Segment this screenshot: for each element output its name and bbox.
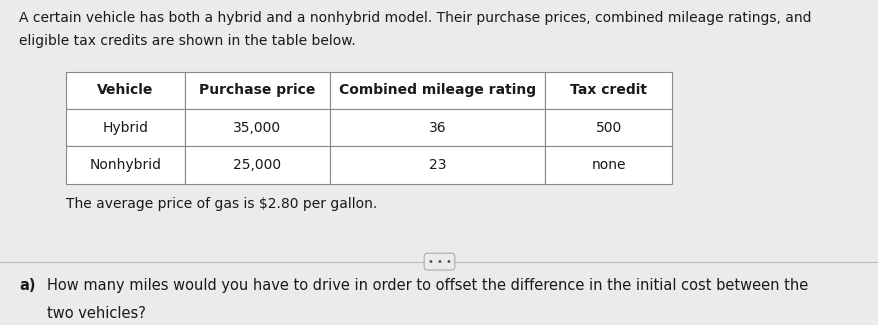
Text: eligible tax credits are shown in the table below.: eligible tax credits are shown in the ta… <box>19 34 356 48</box>
Bar <box>329 109 544 146</box>
Bar <box>544 109 672 146</box>
Text: a): a) <box>19 278 36 293</box>
Text: Combined mileage rating: Combined mileage rating <box>338 83 536 97</box>
Bar <box>66 146 184 184</box>
Bar <box>544 146 672 184</box>
Text: Tax credit: Tax credit <box>570 83 646 97</box>
Text: Purchase price: Purchase price <box>198 83 315 97</box>
Bar <box>329 72 544 109</box>
Bar <box>184 146 329 184</box>
Text: 35,000: 35,000 <box>233 121 281 135</box>
Text: How many miles would you have to drive in order to offset the difference in the : How many miles would you have to drive i… <box>47 278 808 293</box>
Bar <box>66 109 184 146</box>
Text: Nonhybrid: Nonhybrid <box>90 158 161 172</box>
Text: 36: 36 <box>428 121 446 135</box>
Text: Hybrid: Hybrid <box>102 121 148 135</box>
Bar <box>544 72 672 109</box>
Text: two vehicles?: two vehicles? <box>47 306 146 320</box>
Text: Vehicle: Vehicle <box>97 83 154 97</box>
Bar <box>329 146 544 184</box>
Text: 23: 23 <box>428 158 445 172</box>
Bar <box>184 72 329 109</box>
Text: The average price of gas is $2.80 per gallon.: The average price of gas is $2.80 per ga… <box>66 197 377 211</box>
Text: none: none <box>591 158 625 172</box>
Text: A certain vehicle has both a hybrid and a nonhybrid model. Their purchase prices: A certain vehicle has both a hybrid and … <box>19 11 811 25</box>
Bar <box>66 72 184 109</box>
Text: 25,000: 25,000 <box>233 158 281 172</box>
Bar <box>184 109 329 146</box>
Text: 500: 500 <box>595 121 621 135</box>
Text: • • •: • • • <box>427 257 451 266</box>
